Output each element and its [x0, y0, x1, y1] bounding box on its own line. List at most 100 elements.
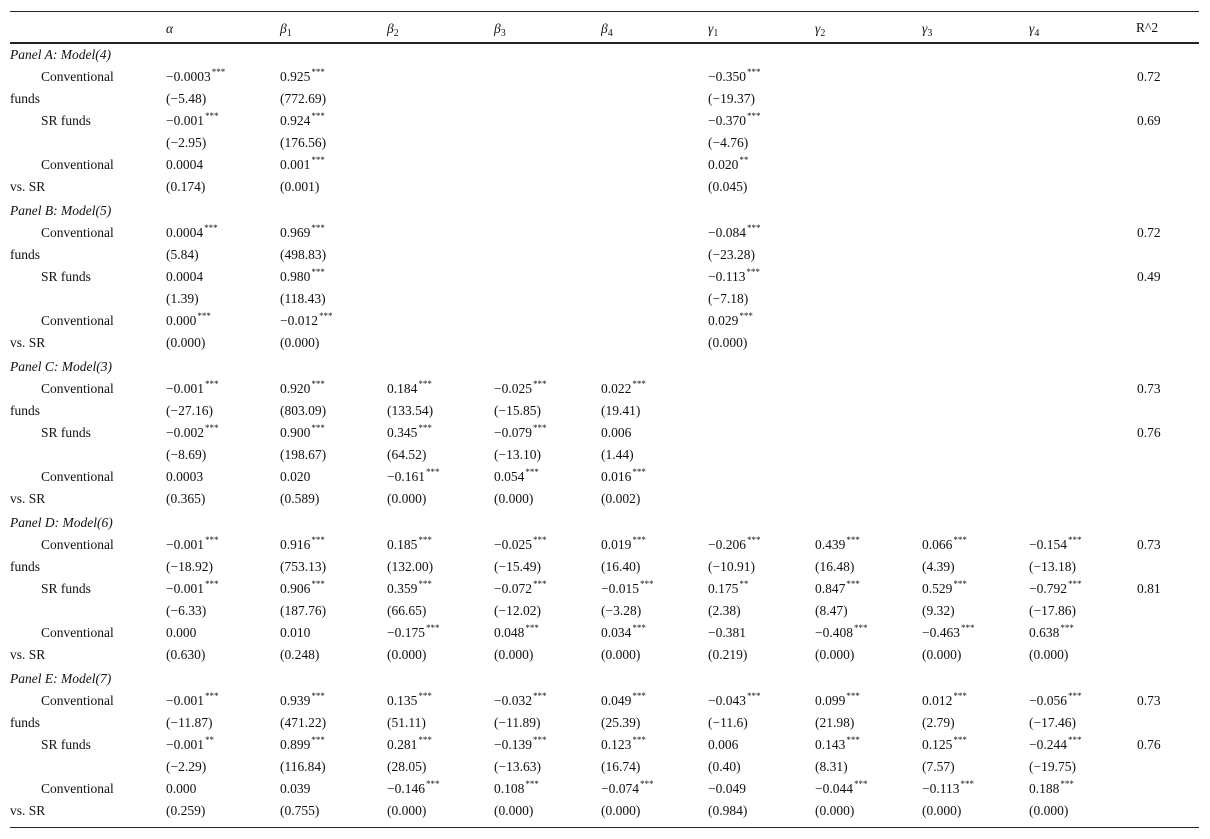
- significance-stars: ***: [311, 691, 325, 701]
- coefficient-cell: −0.002***: [166, 424, 219, 441]
- coefficient-cell: 0.49: [1137, 269, 1161, 285]
- statistic-cell: (0.365): [166, 491, 206, 506]
- significance-stars: ***: [533, 535, 547, 545]
- statistic-cell: (0.259): [166, 803, 206, 818]
- significance-stars: ***: [311, 735, 325, 745]
- statistic-cell: (0.000): [387, 647, 427, 662]
- coefficient-cell: 0.185***: [387, 536, 432, 553]
- significance-stars: ***: [640, 779, 654, 789]
- col-header-beta2: β2: [387, 21, 399, 39]
- statistic-cell: (−13.18): [1029, 559, 1076, 574]
- panel-title: Panel C: Model(3): [10, 359, 112, 374]
- col-header-r2: R^2: [1136, 20, 1159, 35]
- statistic-cell: (0.755): [280, 803, 320, 818]
- coefficient-cell: 0.72: [1137, 225, 1161, 241]
- coefficient-value: 0.029: [708, 313, 739, 328]
- coefficient-value: −0.139: [494, 737, 532, 752]
- statistic-cell: (0.045): [708, 179, 748, 194]
- coefficient-value: 0.125: [922, 737, 953, 752]
- coefficient-cell: 0.049***: [601, 692, 646, 709]
- statistic-cell: (0.000): [387, 491, 427, 506]
- significance-stars: ***: [960, 779, 975, 789]
- coefficient-cell: 0.847***: [815, 579, 860, 597]
- statistic-cell: (−8.69): [166, 447, 207, 462]
- coefficient-cell: 0.73: [1137, 381, 1161, 397]
- coefficient-value: −0.206: [708, 537, 746, 552]
- significance-stars: ***: [311, 155, 325, 165]
- coefficient-cell: −0.139***: [494, 736, 547, 753]
- row-label: Conventional: [41, 381, 114, 396]
- coefficient-value: −0.072: [494, 581, 532, 596]
- coefficient-value: −0.001: [166, 581, 204, 596]
- statistic-cell: (−12.02): [494, 603, 541, 618]
- coefficient-value: 0.281: [387, 737, 418, 752]
- coefficient-value: 0.439: [815, 537, 846, 552]
- coefficient-value: −0.001: [166, 537, 204, 552]
- coefficient-value: 0.900: [280, 425, 311, 440]
- significance-stars: ***: [533, 423, 547, 433]
- statistic-cell: (0.001): [280, 179, 320, 194]
- col-header-gamma4: γ4: [1029, 21, 1040, 39]
- coefficient-value: 0.143: [815, 737, 846, 752]
- statistic-cell: (0.000): [166, 335, 206, 350]
- statistic-cell: (0.000): [494, 803, 534, 818]
- significance-stars: ***: [418, 579, 432, 589]
- coefficient-cell: −0.001***: [166, 380, 219, 397]
- coefficient-value: 0.529: [922, 581, 953, 596]
- coefficient-cell: 0.969***: [280, 224, 325, 241]
- coefficient-cell: 0.012***: [922, 692, 967, 709]
- row-label-continued: funds: [10, 91, 40, 106]
- statistic-cell: (8.31): [815, 759, 848, 774]
- row-label: SR funds: [41, 269, 91, 284]
- significance-stars: ***: [1068, 535, 1082, 545]
- row-label-continued: funds: [10, 403, 40, 418]
- coefficient-cell: 0.000***: [166, 312, 211, 329]
- significance-stars: ***: [747, 111, 761, 121]
- coefficient-value: −0.025: [494, 381, 532, 396]
- coefficient-cell: −0.381: [708, 625, 746, 641]
- coefficient-value: 0.000: [166, 625, 197, 640]
- coefficient-cell: −0.084***: [708, 224, 761, 241]
- coefficient-cell: 0.73: [1137, 537, 1161, 553]
- significance-stars: ***: [426, 779, 440, 789]
- significance-stars: ***: [533, 379, 547, 389]
- row-label-continued: funds: [10, 559, 40, 574]
- statistic-cell: (2.38): [708, 603, 741, 618]
- coefficient-cell: 0.925***: [280, 68, 325, 85]
- statistic-cell: (−11.89): [494, 715, 541, 730]
- statistic-cell: (0.000): [815, 803, 855, 818]
- coefficient-value: 0.345: [387, 425, 418, 440]
- coefficient-value: −0.381: [708, 625, 746, 640]
- coefficient-cell: −0.154***: [1029, 535, 1082, 553]
- significance-stars: ***: [1060, 779, 1074, 789]
- coefficient-value: 0.980: [280, 269, 311, 284]
- significance-stars: ***: [533, 691, 547, 701]
- statistic-cell: (0.000): [922, 803, 962, 818]
- significance-stars: ***: [846, 535, 860, 545]
- coefficient-cell: 0.066***: [922, 536, 967, 553]
- coefficient-cell: 0.039: [280, 781, 310, 797]
- significance-stars: ***: [846, 691, 860, 701]
- coefficient-cell: 0.900***: [280, 424, 325, 441]
- coefficient-value: 0.72: [1137, 69, 1161, 84]
- significance-stars: ***: [1060, 623, 1074, 633]
- header-rule: [10, 42, 1199, 44]
- row-label: Conventional: [41, 313, 114, 328]
- significance-stars: ***: [205, 535, 219, 545]
- coefficient-cell: 0.099***: [815, 691, 860, 709]
- coefficient-value: −0.025: [494, 537, 532, 552]
- coefficient-value: 0.049: [601, 693, 632, 708]
- coefficient-cell: 0.76: [1137, 737, 1161, 753]
- panel-title: Panel B: Model(5): [10, 203, 112, 218]
- coefficient-value: −0.001: [166, 113, 204, 128]
- coefficient-value: 0.020: [708, 157, 739, 172]
- row-label: SR funds: [41, 737, 91, 752]
- coefficient-value: 0.72: [1137, 225, 1161, 240]
- significance-stars: ***: [533, 579, 547, 589]
- coefficient-value: −0.792: [1029, 581, 1067, 596]
- coefficient-cell: 0.916***: [280, 536, 325, 553]
- significance-stars: ***: [846, 579, 860, 589]
- significance-stars: ***: [632, 623, 646, 633]
- significance-stars: ***: [632, 379, 646, 389]
- significance-stars: ***: [746, 267, 761, 277]
